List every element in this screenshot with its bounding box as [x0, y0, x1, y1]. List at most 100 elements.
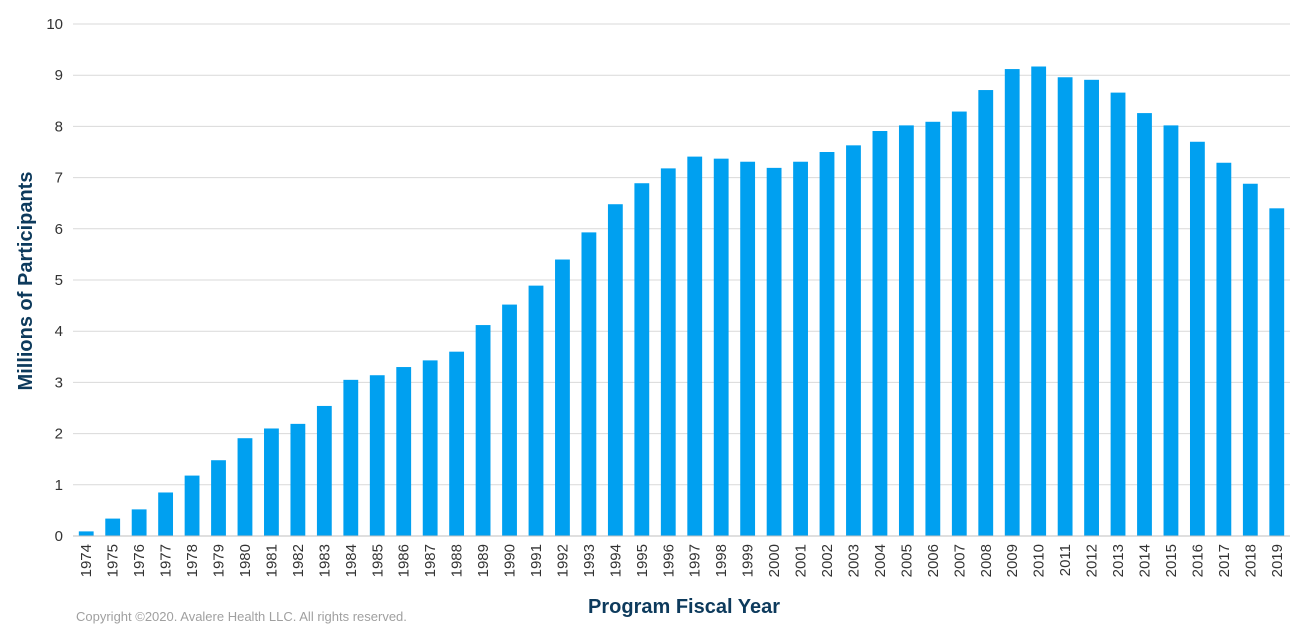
x-tick-label: 1977	[158, 544, 175, 577]
bar-1998	[713, 158, 729, 536]
bar-2018	[1242, 183, 1258, 537]
x-tick-label: 1988	[449, 544, 466, 577]
bar-1997	[687, 156, 703, 537]
bar-1985	[369, 375, 385, 536]
bar-1981	[264, 428, 279, 536]
y-tick-label: 6	[55, 221, 63, 238]
bar-1993	[581, 232, 597, 536]
x-tick-label: 1987	[422, 544, 439, 577]
x-axis-title: Program Fiscal Year	[588, 596, 780, 618]
y-axis-ticks: 0 1 2 3 4 5 6 7 8 9 10	[46, 16, 63, 545]
x-tick-label: 1997	[687, 544, 704, 577]
x-tick-label: 2015	[1163, 544, 1180, 577]
bar-1983	[316, 405, 332, 536]
y-tick-label: 3	[55, 374, 63, 391]
y-tick-label: 7	[55, 170, 63, 187]
x-tick-label: 1981	[263, 544, 280, 577]
x-tick-label: 2011	[1057, 544, 1074, 576]
bar-1982	[290, 423, 306, 536]
x-tick-label: 1993	[581, 544, 598, 577]
bar-2000	[766, 167, 782, 536]
x-tick-label: 2006	[925, 544, 942, 577]
x-tick-label: 2005	[898, 544, 915, 577]
x-tick-label: 1999	[740, 544, 757, 577]
bar-2001	[793, 161, 808, 537]
y-tick-label: 10	[46, 16, 63, 33]
gridlines	[73, 23, 1290, 486]
x-tick-label: 2017	[1216, 544, 1233, 577]
bar-1976	[131, 509, 147, 536]
bar-2002	[819, 152, 835, 536]
x-tick-label: 1992	[554, 544, 571, 577]
x-tick-label: 2012	[1084, 544, 1101, 577]
y-tick-label: 1	[55, 477, 63, 494]
bar-2009	[1004, 69, 1020, 536]
x-tick-label: 2004	[872, 544, 889, 577]
bar-2003	[846, 145, 861, 536]
bar-1995	[634, 183, 650, 537]
bar-2007	[951, 111, 967, 537]
x-tick-label: 1994	[607, 544, 624, 577]
bar-1984	[343, 379, 359, 536]
x-tick-label: 1989	[475, 544, 492, 577]
x-tick-label: 2008	[978, 544, 995, 577]
bar-2011	[1057, 77, 1073, 536]
y-tick-label: 8	[55, 118, 63, 135]
bar-1987	[422, 360, 438, 536]
bar-1979	[211, 460, 226, 536]
bar-1978	[184, 475, 200, 536]
bar-2006	[925, 121, 941, 536]
x-tick-label: 1995	[634, 544, 651, 577]
x-tick-label: 1985	[369, 544, 386, 577]
bar-1977	[158, 492, 174, 536]
x-tick-label: 2018	[1242, 544, 1259, 577]
x-tick-label: 1975	[105, 544, 122, 577]
bar-2005	[898, 125, 914, 536]
x-tick-label: 2010	[1031, 544, 1048, 577]
y-tick-label: 0	[55, 528, 63, 545]
y-tick-label: 2	[55, 426, 63, 443]
x-tick-label: 1979	[211, 544, 228, 577]
bar-2016	[1189, 141, 1205, 536]
x-tick-label: 2019	[1269, 544, 1286, 577]
bar-1996	[660, 168, 676, 536]
x-tick-label: 2002	[819, 544, 836, 577]
bar-2015	[1163, 125, 1179, 536]
y-axis-title: Millions of Participants	[15, 172, 37, 391]
bar-1992	[555, 259, 570, 536]
bars	[78, 66, 1285, 537]
bar-2004	[872, 131, 888, 536]
bar-1991	[528, 285, 544, 536]
x-tick-label: 1998	[713, 544, 730, 577]
bar-1974	[78, 531, 94, 536]
x-tick-label: 1974	[78, 544, 95, 577]
bar-2019	[1269, 208, 1285, 536]
x-tick-label: 2003	[845, 544, 862, 577]
x-tick-label: 1980	[237, 544, 254, 577]
x-tick-label: 2016	[1189, 544, 1206, 577]
bar-1989	[475, 325, 491, 536]
bar-1975	[105, 518, 121, 536]
bar-2008	[978, 90, 994, 537]
x-tick-label: 2000	[766, 544, 783, 577]
bar-1990	[502, 304, 517, 536]
y-tick-label: 9	[55, 67, 63, 84]
bar-2012	[1084, 79, 1099, 536]
x-axis-ticks: 1974 1975 1976 1977 1978 1979 1980 1981 1982 1983…	[78, 544, 1286, 577]
y-tick-label: 4	[55, 323, 63, 340]
bar-2014	[1137, 113, 1152, 536]
x-tick-label: 1983	[316, 544, 333, 577]
x-tick-label: 2014	[1136, 544, 1153, 577]
x-tick-label: 1990	[502, 544, 519, 577]
bar-2013	[1110, 92, 1126, 537]
bar-1999	[740, 161, 756, 537]
bar-2017	[1216, 162, 1232, 536]
x-tick-label: 1978	[184, 544, 201, 577]
x-tick-label: 1991	[528, 544, 545, 577]
bar-2010	[1031, 66, 1047, 536]
bar-1980	[237, 438, 253, 536]
copyright-notice: Copyright ©2020. Avalere Health LLC. All…	[76, 609, 407, 624]
x-tick-label: 1984	[343, 544, 360, 577]
y-tick-label: 5	[55, 272, 63, 289]
x-tick-label: 2013	[1110, 544, 1127, 577]
